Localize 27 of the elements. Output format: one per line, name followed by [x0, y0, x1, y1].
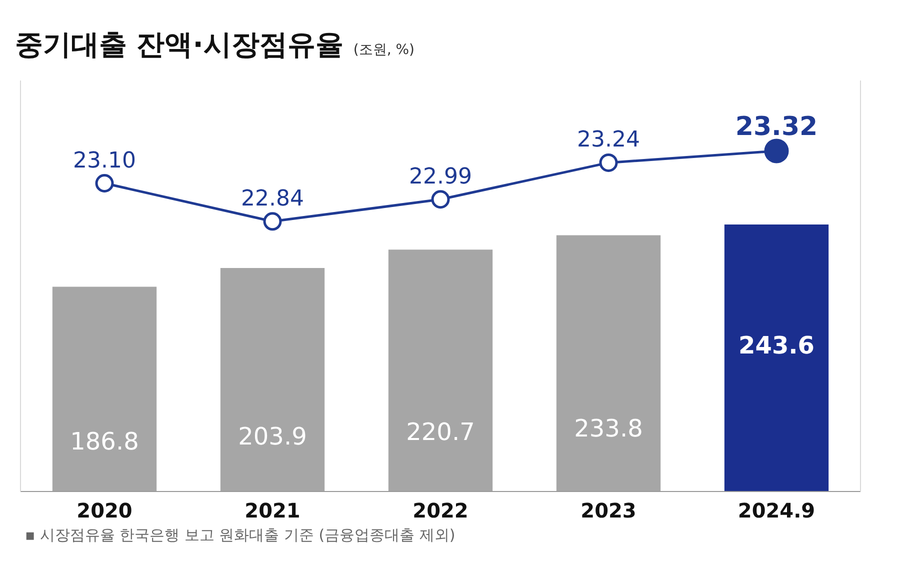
- bar: [724, 224, 829, 492]
- chart-subtitle: (조원, %): [353, 42, 415, 58]
- data-label: 23.10: [73, 148, 136, 174]
- x-tick-label: 2021: [244, 498, 300, 522]
- x-tick-label: 2020: [76, 498, 132, 522]
- bar: [556, 235, 661, 492]
- point: [95, 174, 114, 192]
- data-label: 233.8: [574, 414, 643, 442]
- point: [263, 212, 282, 231]
- data-label: 22.99: [409, 164, 472, 190]
- bar: [388, 250, 493, 492]
- data-label: 186.8: [70, 427, 139, 456]
- data-label: 220.7: [406, 418, 475, 446]
- data-label: 23.32: [735, 112, 818, 142]
- bar: [52, 286, 157, 492]
- bar: [220, 268, 325, 492]
- chart-title: 중기대출 잔액·시장점유율: [15, 28, 344, 61]
- data-label: 203.9: [238, 422, 307, 451]
- x-tick-label: 2022: [412, 498, 468, 522]
- x-tick-label: 2024.9: [738, 498, 816, 522]
- text: ▪ 시장점유율 한국은행 보고 원화대출 기준 (금융업종대출 제외): [25, 526, 456, 544]
- point: [599, 153, 618, 172]
- data-label: 243.6: [738, 332, 814, 360]
- data-label: 22.84: [241, 186, 304, 212]
- data-label: 23.24: [577, 128, 640, 153]
- point: [431, 190, 450, 209]
- x-tick-label: 2023: [580, 498, 636, 522]
